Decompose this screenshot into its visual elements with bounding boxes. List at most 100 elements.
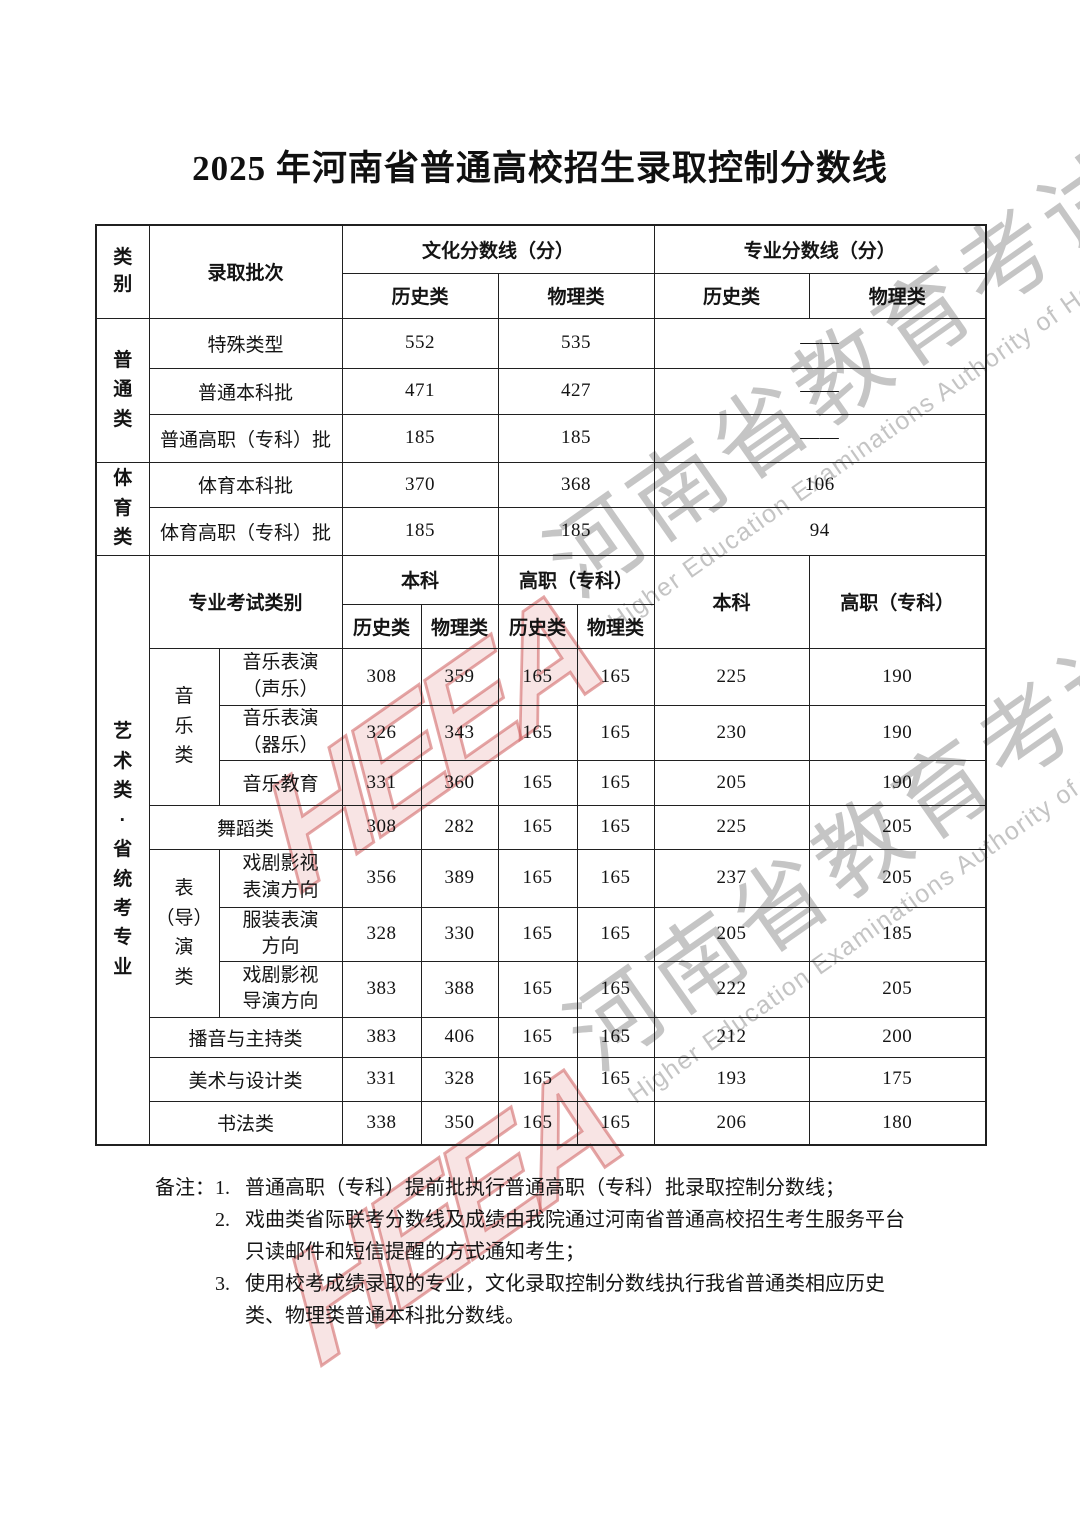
row-label: 戏剧影视 表演方向 (218, 848, 343, 908)
row-music-education: 音乐教育 331 360 165 165 205 190 (96, 759, 987, 806)
row-music-instrumental: 音乐表演 （器乐） 326 343 165 165 230 190 (96, 704, 987, 761)
score-cell: 383 (341, 1016, 422, 1058)
score-cell: 165 (576, 848, 655, 908)
score-cell: 165 (497, 906, 578, 962)
score-cell: 185 (497, 413, 655, 463)
score-cell: 190 (808, 704, 987, 761)
score-cell: 225 (653, 647, 810, 706)
score-cell: 165 (497, 704, 578, 761)
score-cell: 205 (653, 759, 810, 806)
score-cell: 205 (808, 804, 987, 850)
score-cell: 165 (497, 1100, 578, 1146)
header-physics: 物理类 (497, 272, 655, 319)
row-label: 音乐教育 (218, 759, 343, 806)
score-table: 类 别 录取批次 文化分数线（分） 专业分数线（分） 历史类 物理类 历史类 物… (95, 224, 988, 1147)
row-label: 美术与设计类 (148, 1056, 343, 1102)
score-cell: 165 (576, 1100, 655, 1146)
score-cell: 343 (420, 704, 499, 761)
row-label: 服装表演 方向 (218, 906, 343, 962)
score-cell: 165 (576, 704, 655, 761)
row-sports-gaozhi: 体育高职（专科）批 185 185 94 (96, 506, 987, 556)
score-cell: 350 (420, 1100, 499, 1146)
score-cell: 175 (808, 1056, 987, 1102)
note-number: 1. (215, 1177, 230, 1199)
score-cell: 165 (576, 906, 655, 962)
score-cell: 106 (653, 461, 987, 508)
score-cell: 383 (341, 960, 422, 1018)
header-history: 历史类 (653, 272, 810, 319)
row-label: 播音与主持类 (148, 1016, 343, 1058)
score-cell: 328 (420, 1056, 499, 1102)
score-cell: 165 (497, 647, 578, 706)
score-cell: 388 (420, 960, 499, 1018)
score-cell: 205 (808, 848, 987, 908)
category-general: 普 通 类 (95, 317, 150, 463)
row-general-gaozhi: 普通高职（专科）批 185 185 —— (96, 413, 987, 463)
arts-header-benke: 本科 (341, 554, 499, 605)
score-cell: 326 (341, 704, 422, 761)
row-label: 体育本科批 (148, 461, 343, 508)
score-cell: 206 (653, 1100, 810, 1146)
header-category: 类 别 (95, 224, 150, 319)
score-cell: 338 (341, 1100, 422, 1146)
note-item: 2. 戏曲类省际联考分数线及成绩由我院通过河南省普通高校招生考生服务平台只读邮件… (215, 1204, 915, 1268)
score-cell: 200 (808, 1016, 987, 1058)
score-cell: 165 (497, 759, 578, 806)
score-cell: 165 (576, 647, 655, 706)
arts-header-major-benke: 本科 (653, 554, 810, 649)
category-sports: 体 育 类 (95, 461, 150, 556)
category-arts: 艺 术 类 · 省 统 考 专 业 (95, 554, 150, 1146)
arts-header-gaozhi: 高职（专科） (497, 554, 655, 605)
group-performance: 表 （导） 演 类 (148, 848, 220, 1018)
score-cell: —— (653, 413, 987, 463)
notes-label: 备注： (155, 1177, 215, 1199)
score-cell: 205 (653, 906, 810, 962)
notes-items: 1. 普通高职（专科）提前批执行普通高职（专科）批录取控制分数线； 2. 戏曲类… (215, 1172, 915, 1332)
score-cell: 165 (576, 804, 655, 850)
score-cell: 328 (341, 906, 422, 962)
note-item: 3. 使用校考成绩录取的专业，文化录取控制分数线执行我省普通类相应历史类、物理类… (215, 1268, 915, 1332)
score-cell: 165 (576, 759, 655, 806)
score-cell: 282 (420, 804, 499, 850)
score-cell: 185 (341, 413, 499, 463)
header-history: 历史类 (497, 603, 578, 649)
score-cell: 370 (341, 461, 499, 508)
row-fashion-modeling: 服装表演 方向 328 330 165 165 205 185 (96, 906, 987, 962)
score-cell: 180 (808, 1100, 987, 1146)
row-label: 普通本科批 (148, 367, 343, 415)
score-cell: 308 (341, 804, 422, 850)
score-cell: 165 (576, 960, 655, 1018)
score-cell: 389 (420, 848, 499, 908)
score-cell: 205 (808, 960, 987, 1018)
row-label: 音乐表演 （声乐） (218, 647, 343, 706)
score-cell: 193 (653, 1056, 810, 1102)
row-label: 音乐表演 （器乐） (218, 704, 343, 761)
header-history: 历史类 (341, 272, 499, 319)
score-cell: 237 (653, 848, 810, 908)
arts-header-major-gaozhi: 高职（专科） (808, 554, 987, 649)
score-cell: 165 (497, 1016, 578, 1058)
score-cell: 471 (341, 367, 499, 415)
header-major-scores: 专业分数线（分） (653, 224, 987, 274)
score-cell: 331 (341, 1056, 422, 1102)
score-cell: 360 (420, 759, 499, 806)
score-cell: 552 (341, 317, 499, 369)
row-label: 书法类 (148, 1100, 343, 1146)
header-physics: 物理类 (576, 603, 655, 649)
score-cell: 406 (420, 1016, 499, 1058)
score-cell: 225 (653, 804, 810, 850)
notes: 备注： 1. 普通高职（专科）提前批执行普通高职（专科）批录取控制分数线； 2.… (155, 1172, 915, 1332)
score-cell: 165 (497, 960, 578, 1018)
score-cell: —— (653, 317, 987, 369)
row-label: 戏剧影视 导演方向 (218, 960, 343, 1018)
note-number: 3. (215, 1273, 230, 1295)
note-text: 普通高职（专科）提前批执行普通高职（专科）批录取控制分数线； (245, 1177, 845, 1199)
row-label: 普通高职（专科）批 (148, 413, 343, 463)
header-physics: 物理类 (420, 603, 499, 649)
score-cell: 165 (497, 1056, 578, 1102)
score-cell: 190 (808, 759, 987, 806)
note-text: 使用校考成绩录取的专业，文化录取控制分数线执行我省普通类相应历史类、物理类普通本… (245, 1273, 885, 1327)
score-cell: 330 (420, 906, 499, 962)
row-calligraphy: 书法类 338 350 165 165 206 180 (96, 1100, 987, 1146)
score-cell: 185 (341, 506, 499, 556)
